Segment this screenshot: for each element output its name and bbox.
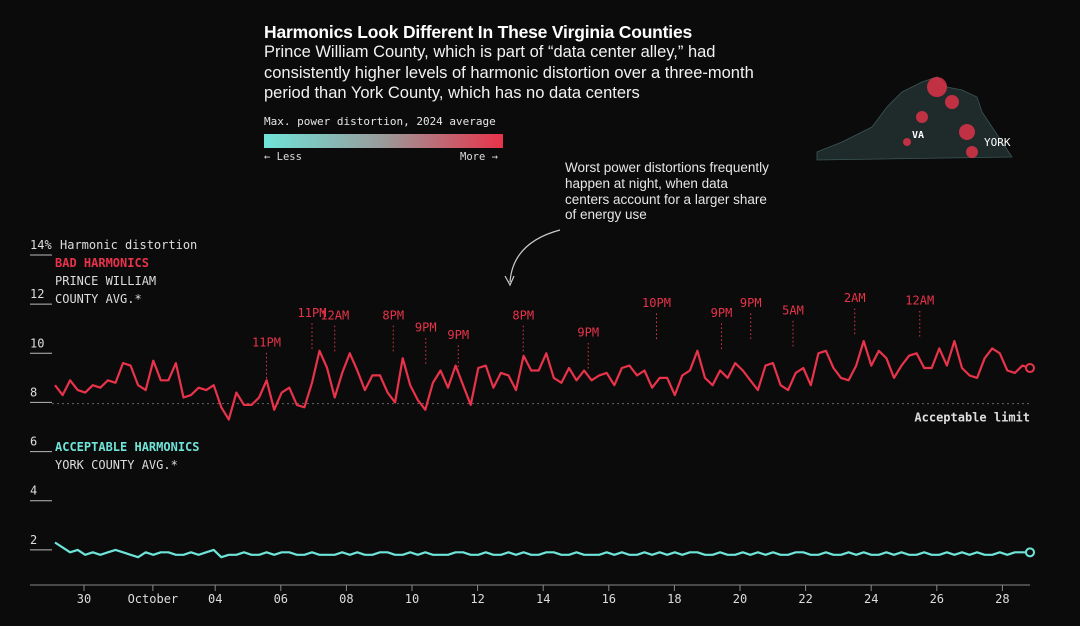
peak-label: 2AM (844, 291, 866, 305)
series-group-label-acceptable: ACCEPTABLE HARMONICS (55, 440, 200, 454)
legend-less-label: ← Less (264, 151, 302, 163)
va-label: VA (912, 130, 924, 141)
series-line-1 (54, 541, 1030, 559)
peak-label: 9PM (577, 325, 599, 339)
series-name-line-1: PRINCE WILLIAM (55, 274, 156, 288)
x-tick-label: 08 (339, 592, 353, 606)
series-name-york: YORK COUNTY AVG.* (55, 458, 178, 472)
peak-label: 8PM (512, 308, 534, 322)
y-tick-label: 4 (30, 484, 37, 498)
virginia-map: VA YORK (816, 76, 1013, 161)
peak-label: 11PM (298, 306, 327, 320)
peak-label: 12AM (905, 294, 934, 308)
x-tick-label: 24 (864, 592, 878, 606)
y-tick-label: 10 (30, 336, 44, 350)
chart-subtitle: Prince William County, which is part of … (264, 43, 754, 102)
x-tick-label: 28 (995, 592, 1009, 606)
x-tick-label: 04 (208, 592, 222, 606)
virginia-outline (816, 76, 1013, 161)
peak-label: 10PM (642, 296, 671, 310)
legend-more-label: More → (460, 151, 498, 163)
peak-label: 9PM (447, 328, 469, 342)
x-tick-label: 26 (930, 592, 944, 606)
x-tick-label: 22 (798, 592, 812, 606)
x-tick-label: 16 (602, 592, 616, 606)
peak-label: 9PM (740, 296, 762, 310)
series-group-label-bad: BAD HARMONICS (55, 256, 149, 270)
x-tick-label: October (128, 592, 179, 606)
peak-label: 8PM (382, 308, 404, 322)
x-tick-label: 12 (470, 592, 484, 606)
peak-label: 12AM (320, 308, 349, 322)
x-tick-label: 30 (77, 592, 91, 606)
night-annotation: Worst power distortions frequently happe… (565, 160, 769, 223)
peak-label: 9PM (711, 306, 733, 320)
x-tick-label: 06 (274, 592, 288, 606)
peak-label: 11PM (252, 335, 281, 349)
chart-title: Harmonics Look Different In These Virgin… (264, 22, 693, 42)
y-tick-label: 12 (30, 287, 44, 301)
y-tick-label: 8 (30, 385, 37, 399)
legend-gradient-bar (264, 134, 503, 148)
y-axis-label: Harmonic distortion (60, 238, 197, 252)
annotation-arrowhead (504, 275, 515, 287)
series-end-marker-0 (1025, 363, 1035, 374)
x-tick-label: 20 (733, 592, 747, 606)
peak-label: 9PM (415, 321, 437, 335)
series-line-0 (54, 339, 1031, 421)
york-label: YORK (984, 136, 1011, 149)
legend-title: Max. power distortion, 2024 average (264, 115, 496, 128)
x-tick-label: 18 (667, 592, 681, 606)
series-name-line-2: COUNTY AVG.* (55, 292, 142, 306)
x-tick-label: 10 (405, 592, 419, 606)
y-tick-label: 14% (30, 238, 52, 252)
peak-label: 5AM (782, 303, 804, 317)
annotation-arrow (509, 229, 561, 283)
series-end-marker-1 (1025, 547, 1035, 558)
y-tick-label: 2 (30, 533, 37, 547)
y-tick-label: 6 (30, 435, 37, 449)
threshold-label: Acceptable limit (914, 411, 1030, 425)
x-tick-label: 14 (536, 592, 550, 606)
